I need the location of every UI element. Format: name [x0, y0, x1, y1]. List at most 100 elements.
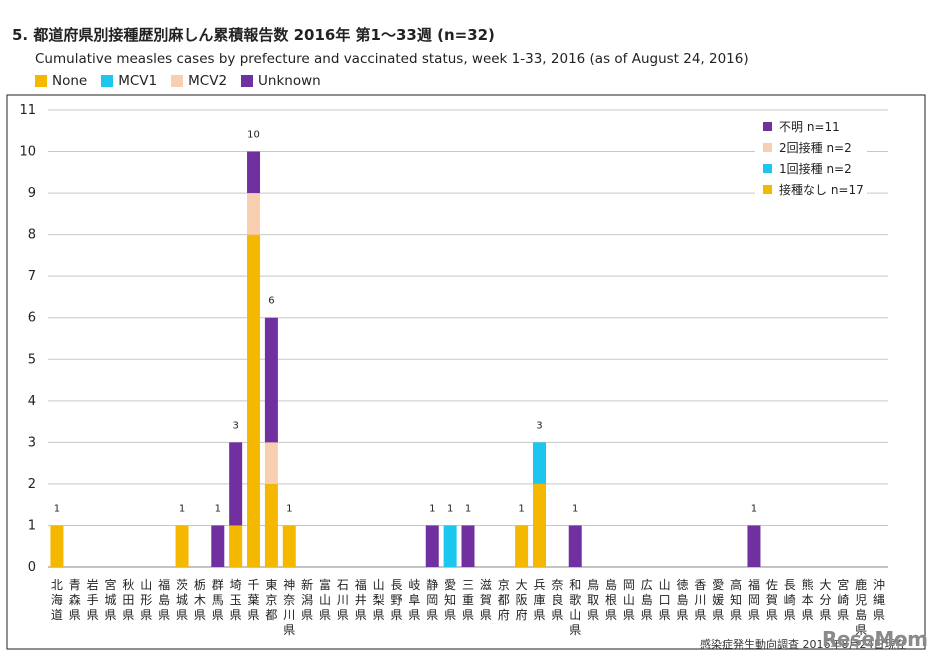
bar-segment: [532, 483, 546, 567]
top-legend-item-mcv1: MCV1: [101, 73, 157, 89]
x-tick-label: 県: [569, 623, 581, 637]
x-tick-label: 茨: [176, 578, 188, 592]
legend-label: 接種なし n=17: [779, 182, 864, 197]
x-tick-label: 手: [87, 593, 99, 607]
x-tick-label: 県: [355, 608, 367, 622]
x-tick-label: 静: [426, 578, 438, 592]
x-tick-label: 木: [194, 593, 206, 607]
legend-swatch: [763, 185, 772, 194]
x-tick-label: 野: [391, 593, 403, 607]
x-tick-label: 県: [659, 608, 671, 622]
top-legend: None MCV1 MCV2 Unknown: [35, 73, 321, 89]
x-tick-label: 岡: [748, 593, 760, 607]
x-tick-label: 東: [265, 578, 277, 592]
x-tick-label: 県: [748, 608, 760, 622]
x-tick-label: 県: [283, 623, 295, 637]
x-tick-label: 知: [730, 593, 742, 607]
x-tick-label: 山: [319, 593, 331, 607]
data-label: 1: [54, 503, 60, 514]
x-tick-label: 県: [140, 608, 152, 622]
x-tick-label: 新: [301, 577, 313, 592]
bar-segment: [264, 442, 278, 484]
bar-segment: [247, 151, 261, 194]
x-tick-label: 県: [426, 608, 438, 622]
watermark-logo: ReseMom: [822, 627, 928, 651]
bar-segment: [443, 525, 457, 567]
x-tick-label: 山: [659, 578, 671, 592]
y-tick-label: 5: [28, 352, 36, 367]
top-legend-item-none: None: [35, 73, 87, 89]
x-tick-label: 県: [623, 608, 635, 622]
x-tick-label: 秋: [122, 578, 134, 592]
bar-segment: [515, 525, 529, 567]
x-tick-label: 県: [444, 608, 456, 622]
legend-swatch: [763, 122, 772, 131]
x-tick-label: 潟: [301, 593, 313, 607]
y-tick-label: 7: [28, 269, 36, 284]
top-legend-item-mcv2: MCV2: [171, 73, 227, 89]
x-tick-label: 庫: [533, 593, 545, 607]
x-tick-label: 栃: [194, 578, 206, 592]
legend-swatch: [101, 75, 114, 87]
x-tick-label: 県: [819, 608, 831, 622]
data-label: 1: [465, 503, 471, 514]
x-tick-label: 県: [533, 608, 545, 622]
x-tick-label: 県: [373, 608, 385, 622]
data-label: 1: [286, 503, 292, 514]
y-tick-label: 0: [28, 560, 36, 575]
x-tick-label: 福: [158, 577, 170, 592]
y-tick-label: 9: [28, 186, 36, 201]
bar-segment: [229, 525, 243, 567]
x-tick-label: 愛: [444, 578, 456, 592]
x-tick-label: 徳: [676, 577, 688, 592]
x-tick-label: 長: [391, 578, 403, 592]
x-tick-label: 岡: [623, 578, 635, 592]
x-tick-label: 北: [51, 578, 63, 592]
data-label: 1: [447, 503, 453, 514]
y-tick-label: 3: [28, 435, 36, 450]
x-tick-label: 高: [730, 577, 742, 592]
x-tick-label: 県: [676, 608, 688, 622]
x-tick-label: 青: [69, 578, 81, 592]
x-tick-label: 富: [319, 577, 331, 592]
x-tick-label: 崎: [837, 593, 849, 607]
x-tick-label: 崎: [784, 593, 796, 607]
legend-swatch: [763, 143, 772, 152]
x-tick-label: 三: [462, 578, 474, 592]
x-tick-label: 埼: [230, 578, 242, 592]
x-tick-label: 賀: [766, 593, 778, 607]
x-tick-label: 島: [855, 607, 867, 622]
x-tick-label: 山: [140, 578, 152, 592]
x-tick-label: 川: [694, 593, 706, 607]
x-tick-label: 石: [337, 578, 349, 592]
y-tick-label: 6: [28, 311, 36, 326]
legend-swatch: [763, 164, 772, 173]
legend-label: 1回接種 n=2: [779, 161, 852, 176]
x-tick-label: 県: [105, 608, 117, 622]
x-tick-label: 県: [837, 608, 849, 622]
legend-label: 不明 n=11: [779, 120, 840, 134]
legend-label: MCV1: [118, 73, 158, 89]
x-tick-label: 県: [337, 608, 349, 622]
x-tick-label: 佐: [766, 578, 778, 592]
bar-segment: [247, 234, 261, 568]
x-tick-label: 千: [248, 578, 260, 592]
y-tick-label: 8: [28, 228, 36, 243]
x-tick-label: 滋: [480, 578, 492, 592]
x-tick-label: 城: [105, 593, 117, 607]
x-tick-label: 県: [605, 608, 617, 622]
x-tick-label: 梨: [373, 593, 385, 607]
legend-swatch: [35, 75, 47, 87]
x-tick-label: 鳥: [587, 577, 599, 592]
chart-frame: [6, 94, 926, 650]
x-tick-label: 道: [51, 608, 63, 622]
x-tick-label: 府: [516, 607, 528, 622]
x-tick-label: 取: [587, 593, 599, 607]
bar-segment: [229, 442, 243, 526]
x-tick-label: 分: [819, 593, 831, 607]
y-tick-label: 1: [28, 518, 36, 533]
bar-segment: [264, 483, 278, 567]
x-tick-label: 県: [712, 608, 724, 622]
x-tick-label: 沖: [873, 578, 885, 592]
